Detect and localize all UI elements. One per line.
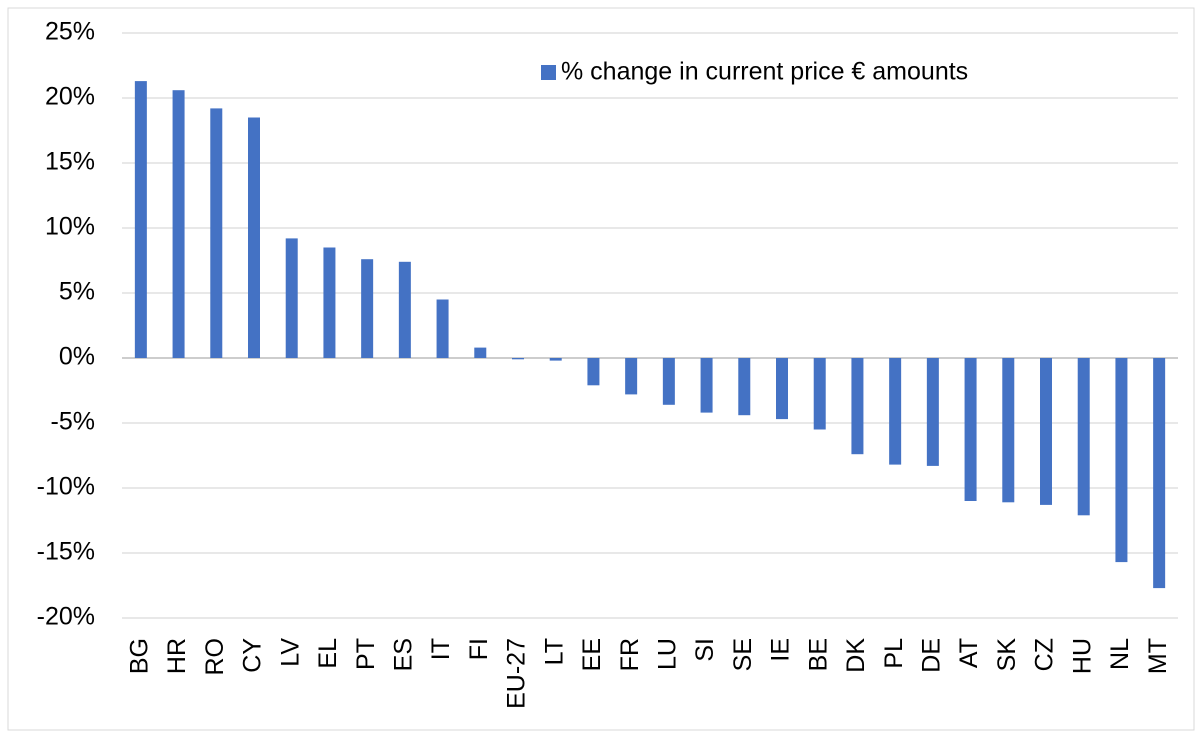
x-tick-label: IT — [427, 638, 455, 660]
y-tick-label: 15% — [45, 148, 95, 176]
x-tick-label: FR — [616, 638, 644, 671]
bar — [474, 347, 487, 358]
bar — [662, 358, 675, 405]
legend-swatch — [541, 65, 556, 80]
x-tick-label: EE — [578, 638, 606, 671]
x-tick-label: EU-27 — [503, 638, 531, 709]
x-tick-label: FI — [465, 638, 493, 660]
x-tick-label: AT — [955, 638, 983, 668]
bar — [813, 358, 826, 430]
bar — [1002, 358, 1015, 503]
bar — [625, 358, 638, 395]
x-tick-label: CY — [239, 638, 267, 673]
bar — [134, 81, 147, 358]
x-tick-label: SE — [729, 638, 757, 671]
legend-label: % change in current price € amounts — [561, 58, 968, 86]
y-tick-label: 25% — [45, 18, 95, 46]
x-tick-label: SI — [691, 638, 719, 662]
x-tick-label: LT — [540, 638, 568, 665]
y-tick-label: 20% — [45, 83, 95, 111]
bar — [398, 261, 411, 358]
x-tick-label: MT — [1144, 638, 1172, 674]
bar — [776, 358, 788, 420]
bar — [285, 238, 298, 358]
x-tick-label: RO — [201, 638, 229, 676]
bar — [1153, 358, 1166, 589]
bar — [700, 358, 713, 413]
y-tick-label: -20% — [37, 603, 95, 631]
x-tick-label: EL — [314, 638, 342, 669]
bar — [361, 259, 374, 358]
bar — [1040, 358, 1052, 505]
x-tick-label: SK — [993, 638, 1021, 672]
x-tick-label: HR — [163, 638, 191, 674]
x-tick-label: NL — [1106, 638, 1134, 670]
bar — [172, 90, 185, 358]
bar — [210, 108, 223, 359]
y-tick-label: -5% — [51, 408, 95, 436]
x-tick-label: IE — [767, 638, 795, 662]
x-tick-label: BE — [804, 638, 832, 671]
bar — [587, 358, 600, 386]
x-tick-label: LV — [276, 638, 304, 667]
bar — [889, 358, 902, 465]
bar — [1115, 358, 1128, 563]
x-tick-label: DK — [842, 638, 870, 673]
x-tick-label: CZ — [1031, 638, 1059, 671]
chart-frame — [7, 7, 1195, 731]
y-tick-label: 10% — [45, 213, 95, 241]
bar — [436, 299, 449, 358]
x-tick-label: BG — [125, 638, 153, 674]
x-tick-label: PL — [880, 638, 908, 669]
bar — [964, 358, 977, 501]
y-tick-label: -15% — [37, 538, 95, 566]
bar — [926, 358, 939, 466]
bar — [549, 358, 562, 361]
bar — [738, 358, 751, 416]
y-tick-label: -10% — [37, 473, 95, 501]
x-tick-label: DE — [917, 638, 945, 673]
bar — [512, 358, 524, 360]
y-tick-label: 5% — [59, 278, 95, 306]
x-tick-label: ES — [389, 638, 417, 671]
bar — [323, 247, 336, 358]
bar — [248, 117, 260, 358]
bar — [851, 358, 864, 455]
x-tick-label: LU — [653, 638, 681, 670]
y-tick-label: 0% — [59, 343, 95, 371]
x-tick-label: HU — [1068, 638, 1096, 674]
x-tick-label: PT — [352, 638, 380, 670]
bar — [1077, 358, 1090, 516]
